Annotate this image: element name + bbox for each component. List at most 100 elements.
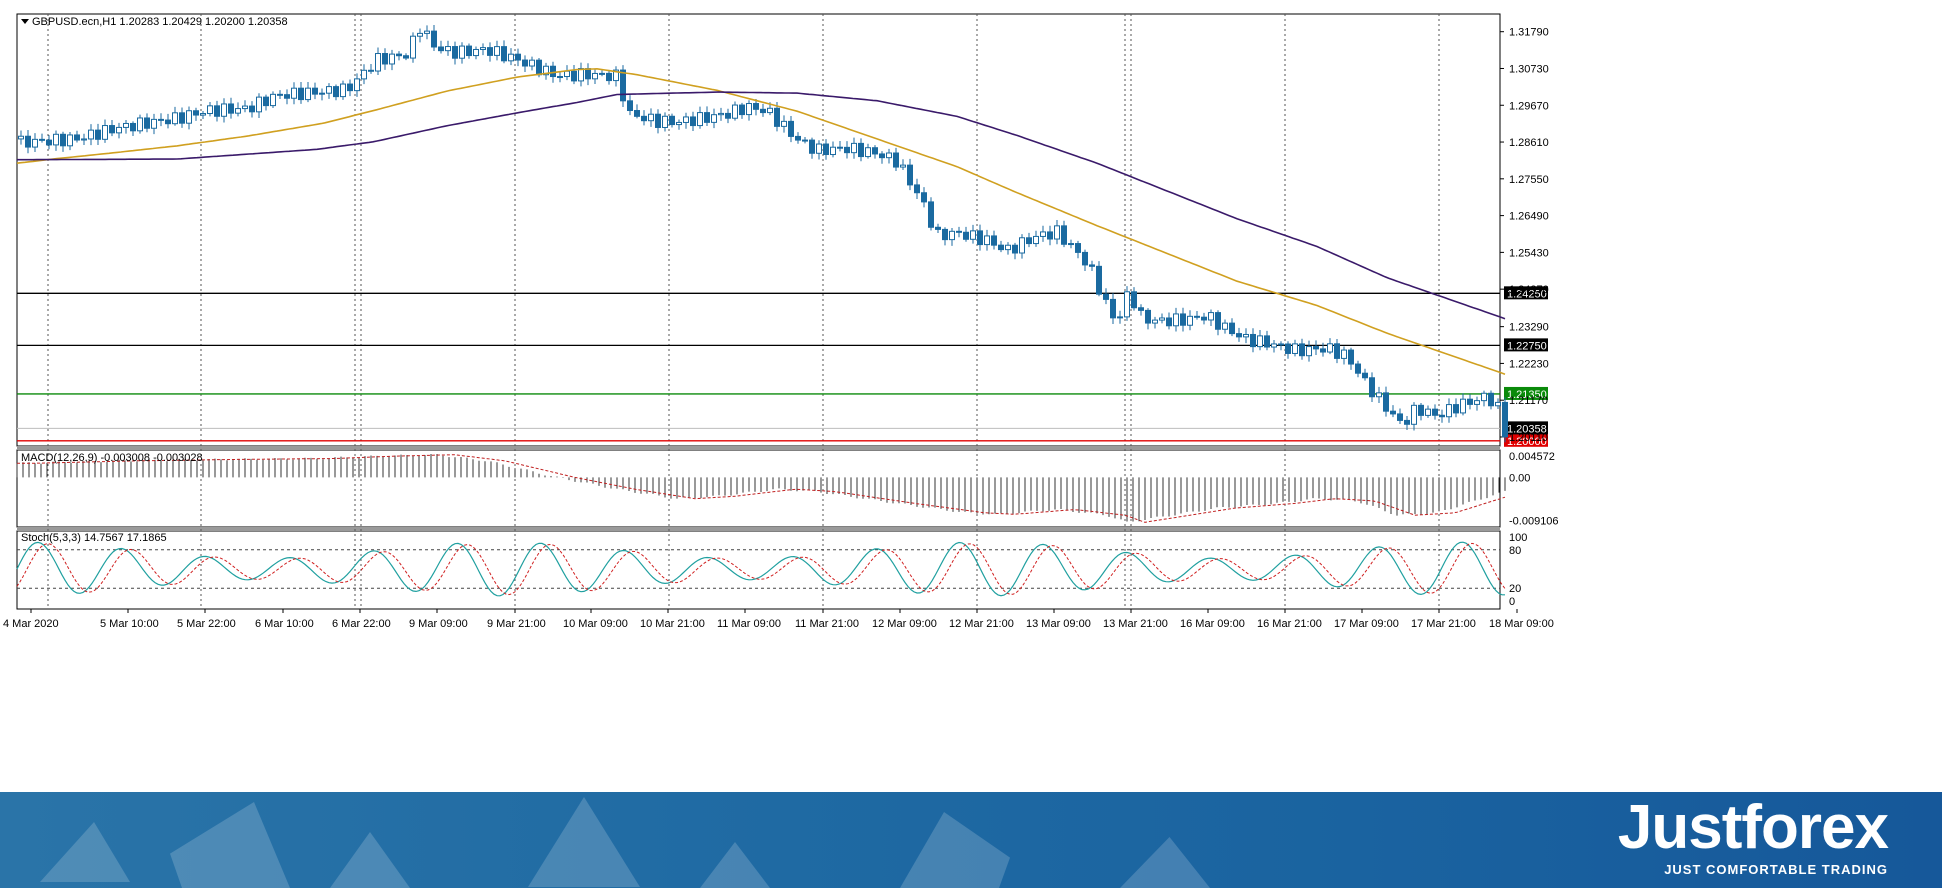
candle-body bbox=[893, 152, 899, 168]
symbol-menu-icon bbox=[21, 19, 29, 24]
candle-body bbox=[641, 115, 647, 122]
candle-body bbox=[998, 244, 1004, 251]
candle-body bbox=[1432, 408, 1438, 416]
candle-body bbox=[445, 46, 451, 52]
candle-body bbox=[907, 164, 913, 186]
candle-body bbox=[599, 72, 605, 75]
candle-body bbox=[522, 59, 528, 67]
candle-body bbox=[550, 65, 556, 78]
candle-body bbox=[620, 69, 626, 102]
candle-body bbox=[228, 103, 234, 114]
candle-body bbox=[67, 134, 73, 147]
candle-body bbox=[1488, 392, 1494, 407]
candle-body bbox=[1145, 309, 1151, 324]
candle-body bbox=[921, 192, 927, 203]
candle-body bbox=[389, 53, 395, 65]
candle-body bbox=[1138, 307, 1144, 311]
candle-body bbox=[74, 134, 80, 141]
candle-body bbox=[200, 113, 206, 116]
time-tick-label: 11 Mar 09:00 bbox=[717, 618, 781, 630]
candle-body bbox=[18, 135, 24, 140]
candle-body bbox=[1047, 231, 1053, 240]
candle-body bbox=[942, 228, 948, 241]
macd-tick-label: 0.004572 bbox=[1509, 451, 1555, 463]
candle-body bbox=[137, 117, 143, 132]
time-tick-label: 12 Mar 21:00 bbox=[949, 618, 1014, 630]
candle-body bbox=[669, 115, 675, 126]
candle-body bbox=[606, 72, 612, 82]
candle-body bbox=[207, 105, 213, 115]
candle-body bbox=[235, 108, 241, 114]
pane-separator bbox=[17, 446, 1500, 450]
candle-body bbox=[963, 231, 969, 240]
time-tick-label: 17 Mar 09:00 bbox=[1334, 618, 1399, 630]
time-tick-label: 5 Mar 10:00 bbox=[100, 618, 159, 630]
candle-body bbox=[1068, 243, 1074, 246]
candle-body bbox=[760, 108, 766, 114]
candle-body bbox=[1320, 348, 1326, 353]
stoch-signal-line bbox=[16, 542, 1506, 596]
candle-body bbox=[991, 235, 997, 246]
candle-body bbox=[858, 142, 864, 158]
candle-body bbox=[592, 72, 598, 80]
candle-body bbox=[543, 65, 549, 76]
price-level-tag bbox=[1504, 433, 1548, 447]
candle-body bbox=[718, 112, 724, 116]
candle-body bbox=[655, 113, 661, 128]
candle-body bbox=[970, 230, 976, 240]
candle-body bbox=[1215, 312, 1221, 330]
stoch-tick-label: 20 bbox=[1509, 583, 1521, 595]
price-tick-label: 1.28610 bbox=[1509, 137, 1549, 149]
stoch-tick-label: 0 bbox=[1509, 596, 1515, 608]
candle-body bbox=[1348, 349, 1354, 365]
candle-body bbox=[81, 138, 87, 141]
candle-body bbox=[851, 142, 857, 154]
candle-body bbox=[158, 118, 164, 121]
candle-body bbox=[1124, 291, 1130, 318]
candle-body bbox=[116, 126, 122, 134]
candle-body bbox=[466, 45, 472, 57]
brand-logo: Justforex JUST COMFORTABLE TRADING bbox=[1617, 793, 1889, 878]
candle-body bbox=[774, 107, 780, 127]
candle-body bbox=[1054, 225, 1060, 240]
candle-body bbox=[1201, 316, 1207, 321]
price-tick-label: 1.29670 bbox=[1509, 100, 1549, 112]
candle-body bbox=[1334, 343, 1340, 359]
candle-body bbox=[676, 121, 682, 126]
current-price-label: 1.20358 bbox=[1507, 423, 1547, 435]
candle-body bbox=[305, 87, 311, 101]
candle-body bbox=[1131, 291, 1137, 309]
price-tick-label: 1.30730 bbox=[1509, 63, 1549, 75]
candle-body bbox=[459, 45, 465, 59]
candle-body bbox=[319, 92, 325, 95]
candle-body bbox=[25, 135, 31, 148]
candle-body bbox=[214, 105, 220, 117]
candle-body bbox=[529, 59, 535, 67]
candle-body bbox=[928, 201, 934, 228]
candle-body bbox=[1012, 244, 1018, 254]
candle-body bbox=[1061, 225, 1067, 245]
candle-body bbox=[1495, 401, 1501, 407]
price-tick-label: 1.24370 bbox=[1509, 284, 1549, 296]
candle-body bbox=[123, 122, 129, 128]
price-tick-label: 1.22230 bbox=[1509, 358, 1549, 370]
candle-body bbox=[732, 104, 738, 119]
candle-body bbox=[375, 53, 381, 72]
candle-body bbox=[697, 112, 703, 127]
time-tick-label: 13 Mar 21:00 bbox=[1103, 618, 1168, 630]
candle-body bbox=[557, 76, 563, 79]
candle-body bbox=[270, 93, 276, 107]
candle-body bbox=[809, 139, 815, 154]
stoch-label: Stoch(5,3,3) 14.7567 17.1865 bbox=[21, 532, 167, 544]
candle-body bbox=[424, 30, 430, 34]
candle-body bbox=[781, 120, 787, 127]
candle-body bbox=[816, 143, 822, 154]
moving-average-line bbox=[16, 67, 1506, 375]
candle-body bbox=[95, 129, 101, 140]
candle-body bbox=[1222, 322, 1228, 330]
brand-name: Justforex bbox=[1617, 793, 1889, 862]
candle-body bbox=[193, 110, 199, 116]
candle-body bbox=[1481, 392, 1487, 402]
candle-body bbox=[1383, 392, 1389, 412]
